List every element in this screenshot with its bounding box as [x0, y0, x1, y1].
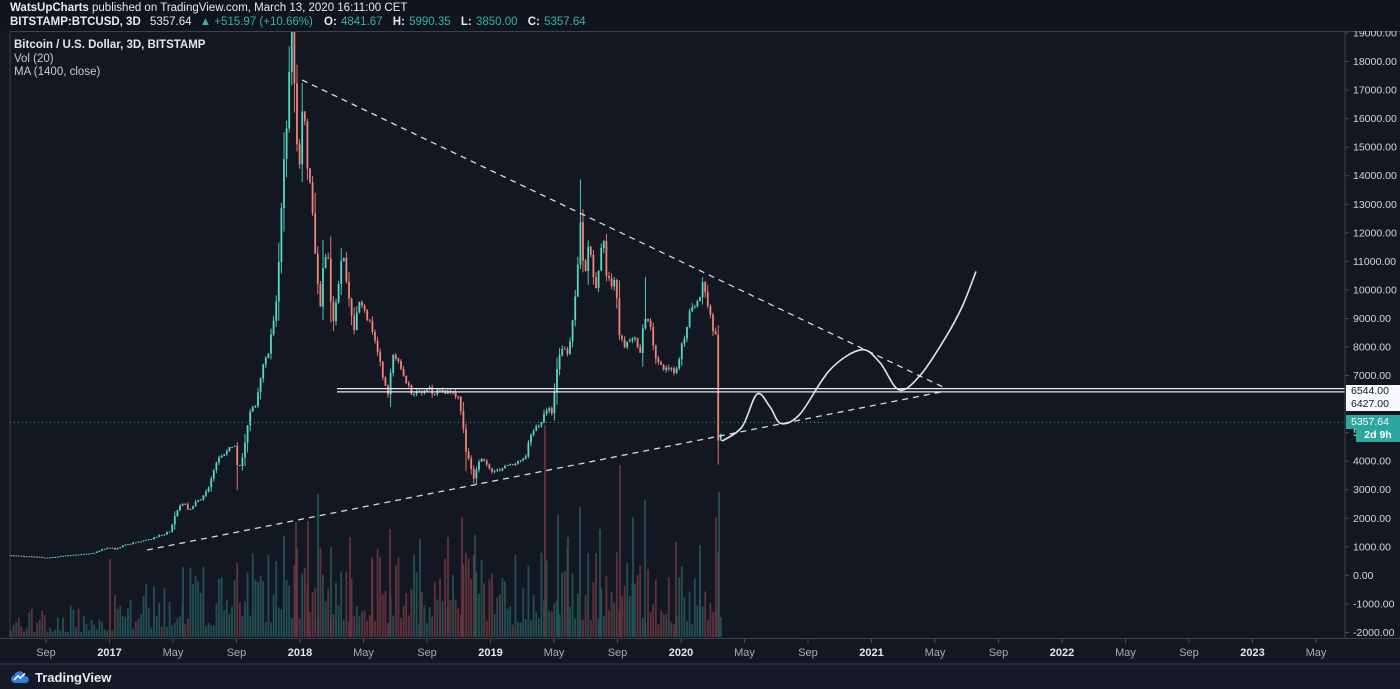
svg-text:9000.00: 9000.00: [1353, 313, 1391, 325]
svg-text:10000.00: 10000.00: [1353, 284, 1397, 296]
svg-text:May: May: [734, 647, 755, 659]
symbol-info-bar: BITSTAMP:BTCUSD, 3D 5357.64 ▲ +515.97 (+…: [10, 16, 593, 28]
chart-legend[interactable]: Bitcoin / U.S. Dollar, 3D, BITSTAMP Vol …: [14, 39, 205, 80]
svg-text:Sep: Sep: [36, 647, 56, 659]
candlesticks: [10, 31, 722, 559]
low-value: 3850.00: [475, 16, 518, 28]
low-label: L:: [460, 16, 472, 28]
open-label: O:: [324, 16, 337, 28]
svg-text:Sep: Sep: [417, 647, 437, 659]
svg-text:2017: 2017: [97, 647, 121, 659]
legend-title: Bitcoin / U.S. Dollar, 3D, BITSTAMP: [14, 39, 206, 51]
svg-text:2020: 2020: [669, 647, 693, 659]
close-value: 5357.64: [544, 16, 586, 28]
svg-text:Sep: Sep: [989, 647, 1009, 659]
high-label: H:: [392, 16, 405, 28]
svg-text:May: May: [544, 647, 565, 659]
svg-text:May: May: [925, 647, 946, 659]
svg-text:May: May: [1306, 647, 1327, 659]
svg-text:7000.00: 7000.00: [1353, 370, 1391, 382]
svg-text:0.00: 0.00: [1353, 570, 1374, 582]
svg-text:16000.00: 16000.00: [1353, 113, 1397, 125]
svg-text:4000.00: 4000.00: [1353, 456, 1391, 468]
svg-text:May: May: [1115, 647, 1136, 659]
legend-volume: Vol (20): [14, 52, 54, 65]
svg-text:Sep: Sep: [798, 647, 818, 659]
svg-text:May: May: [163, 647, 184, 659]
legend-ma: MA (1400, close): [14, 66, 101, 78]
svg-text:2019: 2019: [478, 647, 502, 659]
bar-countdown-label: 2d 9h: [1356, 429, 1400, 442]
byline: WatsUpCharts published on TradingView.co…: [10, 2, 407, 14]
svg-text:17000.00: 17000.00: [1353, 85, 1397, 97]
high-value: 5990.35: [409, 16, 451, 28]
svg-text:2000.00: 2000.00: [1353, 513, 1391, 525]
publish-info: published on TradingView.com, March 13, …: [88, 2, 408, 14]
price-change: ▲ +515.97 (+10.66%): [199, 16, 313, 28]
svg-text:-1000.00: -1000.00: [1353, 598, 1395, 610]
trendline-descending-resistance[interactable]: [301, 79, 946, 389]
footer: TradingView: [0, 664, 1400, 689]
volume-bars: [10, 425, 722, 637]
svg-text:3000.00: 3000.00: [1353, 484, 1391, 496]
tradingview-logo-icon[interactable]: [10, 670, 30, 685]
svg-text:18000.00: 18000.00: [1353, 56, 1397, 68]
close-label: C:: [527, 16, 540, 28]
svg-text:15000.00: 15000.00: [1353, 142, 1397, 154]
svg-text:Sep: Sep: [1179, 647, 1199, 659]
svg-text:14000.00: 14000.00: [1353, 170, 1397, 182]
time-axis[interactable]: Sep 2017 May Sep 2018 May Sep 2019 May Sep 2020 May…: [36, 639, 1327, 659]
svg-text:13000.00: 13000.00: [1353, 199, 1397, 211]
header: WatsUpCharts published on TradingView.co…: [0, 0, 1400, 31]
svg-text:12000.00: 12000.00: [1353, 227, 1397, 239]
author-name: WatsUpCharts: [10, 2, 89, 14]
open-value: 4841.67: [340, 16, 383, 28]
last-price-label: 5357.64: [1346, 415, 1400, 429]
svg-text:-2000.00: -2000.00: [1353, 627, 1395, 639]
svg-text:11000.00: 11000.00: [1353, 256, 1396, 268]
level-price-label-6427: 6427.00: [1346, 398, 1400, 411]
svg-text:May: May: [353, 647, 374, 659]
svg-text:2018: 2018: [288, 647, 312, 659]
brand-name[interactable]: TradingView: [35, 669, 112, 685]
svg-text:2022: 2022: [1050, 647, 1074, 659]
symbol-timeframe: BITSTAMP:BTCUSD, 3D: [10, 16, 141, 28]
svg-text:2023: 2023: [1240, 647, 1264, 659]
trendline-ascending-support[interactable]: [146, 391, 942, 551]
level-price-label-6544: 6544.00: [1346, 385, 1400, 398]
svg-text:Sep: Sep: [227, 647, 247, 659]
forecast-projection-curve[interactable]: [721, 271, 977, 442]
svg-text:8000.00: 8000.00: [1353, 341, 1391, 353]
svg-text:2021: 2021: [859, 647, 883, 659]
last-price: 5357.64: [149, 16, 192, 28]
svg-text:Sep: Sep: [608, 647, 628, 659]
svg-text:1000.00: 1000.00: [1353, 541, 1391, 553]
